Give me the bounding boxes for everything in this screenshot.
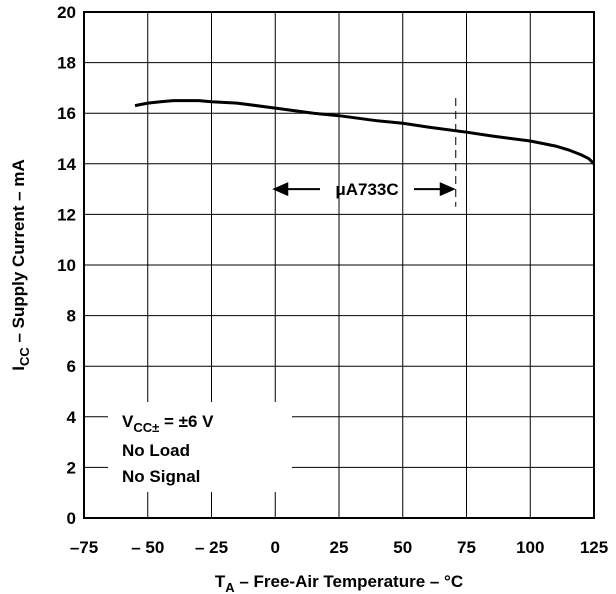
device-range-marker: μA733C [272,98,457,207]
x-tick-label: 75 [457,538,476,557]
y-title-rest: – Supply Current – mA [9,159,28,347]
y-tick-label: 4 [67,408,77,427]
plot-frame [83,11,595,519]
condition-no-signal: No Signal [122,467,200,486]
condition-v-main: V [122,412,134,431]
supply-current-curve [134,99,596,165]
condition-v-sub: CC± [133,420,159,435]
x-tick-label: 100 [516,538,544,557]
condition-v-rest: = ±6 V [159,412,214,431]
x-title-main: T [215,572,226,591]
x-title-rest: – Free-Air Temperature – °C [235,572,464,591]
y-tick-label: 8 [67,307,76,326]
x-tick-label: – 50 [131,538,164,557]
x-tick-label: 50 [393,538,412,557]
y-tick-label: 18 [57,54,76,73]
y-tick-label: 14 [57,155,76,174]
y-tick-label: 0 [67,509,76,528]
x-tick-label: 25 [330,538,349,557]
y-title-sub: CC [17,347,32,366]
x-tick-label: 125 [580,538,608,557]
y-title-main: I [9,366,28,371]
condition-no-load: No Load [122,441,190,460]
y-tick-label: 16 [57,104,76,123]
y-tick-label: 6 [67,357,76,376]
x-tick-label: – 25 [195,538,228,557]
range-arrow-right-head [439,182,456,197]
y-axis-title: ICC – Supply Current – mA [9,159,32,371]
tick-labels: –75 – 50 – 25 0 25 50 75 100 125 0 2 4 6 8 10 12 14 16 18 2… [57,3,608,557]
range-arrow-left-head [272,182,289,197]
y-tick-label: 20 [57,3,76,22]
conditions-box: VCC± = ±6 V No Load No Signal [108,402,292,492]
y-tick-label: 12 [57,205,76,224]
x-tick-label: –75 [70,538,98,557]
y-tick-label: 10 [57,256,76,275]
conditions-background [108,402,292,492]
y-tick-label: 2 [67,458,76,477]
condition-supply-voltage: VCC± = ±6 V [122,412,214,435]
x-title-sub: A [225,580,235,594]
grid-lines [84,12,594,518]
range-label: μA733C [335,180,398,199]
x-tick-label: 0 [271,538,280,557]
x-axis-title: TA – Free-Air Temperature – °C [215,572,463,594]
